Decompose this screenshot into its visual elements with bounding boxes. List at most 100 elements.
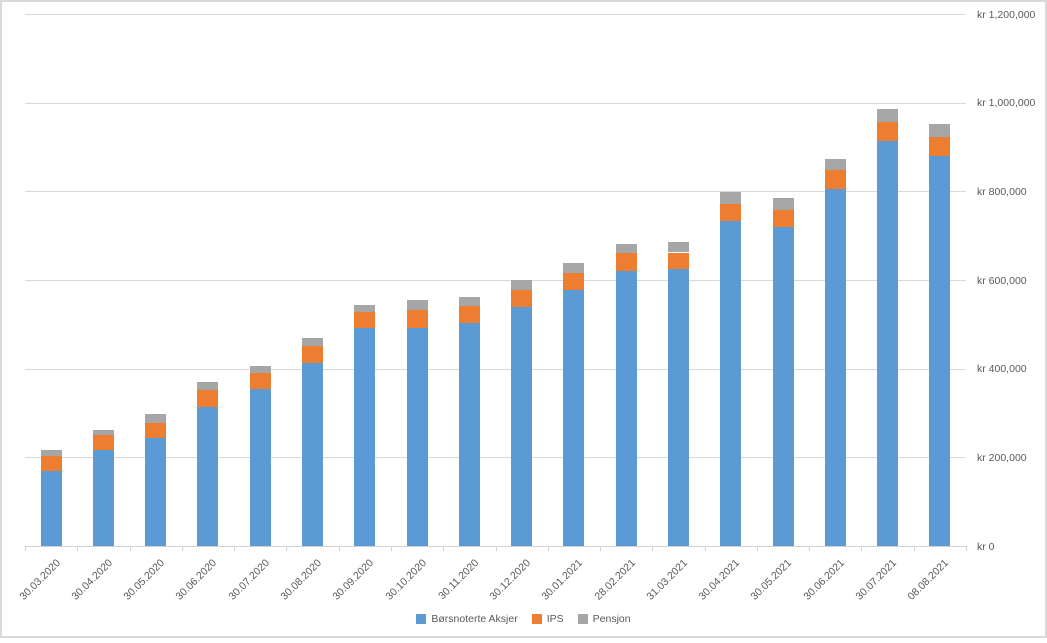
bar-segment-ips[interactable] [615,253,637,272]
bar-segment-pensjon[interactable] [354,304,376,313]
x-axis-label: 30.04.2020 [69,557,115,603]
bar-segment-pensjon[interactable] [824,158,846,171]
legend-label: Pensjon [592,613,631,625]
bar-segment-b-rsnoterte-aksjer[interactable] [563,290,585,546]
bar-segment-b-rsnoterte-aksjer[interactable] [877,140,899,546]
bar-segment-pensjon[interactable] [563,263,585,273]
x-axis-label: 30.05.2021 [748,557,795,603]
bar-segment-b-rsnoterte-aksjer[interactable] [197,406,219,546]
legend-swatch-icon [531,614,542,624]
bar-segment-pensjon[interactable] [720,192,742,204]
legend-label: IPS [546,613,564,625]
x-axis-label: 31.03.2021 [644,557,690,603]
x-axis-label: 30.12.2020 [487,557,534,603]
x-axis-tick [443,546,445,551]
y-gridline [25,102,966,104]
x-axis-tick [704,546,706,551]
bar-segment-ips[interactable] [458,306,480,324]
bar-segment-pensjon[interactable] [772,198,794,210]
bar-segment-b-rsnoterte-aksjer[interactable] [145,438,167,546]
bar-segment-pensjon[interactable] [92,430,114,436]
bar-segment-ips[interactable] [249,372,271,390]
x-axis-tick [129,546,131,551]
bar-segment-b-rsnoterte-aksjer[interactable] [354,327,376,546]
bar-segment-pensjon[interactable] [458,296,480,307]
bar-segment-ips[interactable] [354,312,376,328]
y-axis-tick-label: kr 200,000 [977,451,1027,464]
bar-segment-pensjon[interactable] [877,109,899,123]
bar-segment-pensjon[interactable] [249,366,271,373]
x-axis-label: 30.06.2020 [173,557,220,603]
x-axis-label: 30.04.2021 [696,557,743,603]
bar-segment-pensjon[interactable] [511,280,533,291]
bar-segment-b-rsnoterte-aksjer[interactable] [929,155,951,546]
bar-segment-ips[interactable] [40,456,62,471]
bar-segment-b-rsnoterte-aksjer[interactable] [302,362,324,546]
bar-segment-pensjon[interactable] [929,123,951,137]
y-axis-tick-label: kr 0 [977,540,995,553]
x-axis-tick [495,546,497,551]
bar-segment-ips[interactable] [824,170,846,189]
bar-segment-b-rsnoterte-aksjer[interactable] [92,450,114,546]
bar-segment-ips[interactable] [197,389,219,407]
bar-segment-b-rsnoterte-aksjer[interactable] [615,271,637,546]
bar-segment-b-rsnoterte-aksjer[interactable] [406,327,428,546]
x-axis-label: 30.10.2020 [382,557,429,603]
x-axis-tick [286,546,288,551]
y-axis-tick-label: kr 800,000 [977,185,1027,198]
legend-item-b-rsnoterte-aksjer[interactable]: Børsnoterte Aksjer [416,613,518,625]
bar-segment-ips[interactable] [145,422,167,439]
legend-swatch-icon [577,614,588,624]
y-axis-tick-label: kr 600,000 [977,274,1027,287]
bar-segment-ips[interactable] [772,209,794,227]
bar-segment-pensjon[interactable] [40,449,62,457]
bar-segment-ips[interactable] [302,346,324,363]
bar-segment-ips[interactable] [406,309,428,328]
bar-segment-ips[interactable] [563,272,585,291]
bar-segment-b-rsnoterte-aksjer[interactable] [720,221,742,546]
bar-segment-ips[interactable] [92,435,114,451]
bar-segment-b-rsnoterte-aksjer[interactable] [249,389,271,546]
bar-segment-b-rsnoterte-aksjer[interactable] [772,226,794,546]
bar-segment-pensjon[interactable] [667,241,689,253]
bar-segment-b-rsnoterte-aksjer[interactable] [824,188,846,546]
x-axis-label: 30.08.2020 [278,557,325,603]
bar-segment-pensjon[interactable] [145,413,167,423]
x-axis-tick [234,546,236,551]
y-gridline [25,280,966,281]
bar-segment-ips[interactable] [511,290,533,308]
x-axis-label: 30.05.2020 [121,557,168,603]
x-axis-label: 30.03.2020 [16,557,63,603]
bar-segment-b-rsnoterte-aksjer[interactable] [40,470,62,546]
legend-item-ips[interactable]: IPS [531,613,564,625]
x-axis-label: 30.01.2021 [539,557,586,603]
legend: Børsnoterte Aksjer IPS Pensjon [0,613,1047,625]
bar-segment-pensjon[interactable] [615,244,637,254]
bar-segment-b-rsnoterte-aksjer[interactable] [458,323,480,546]
bar-segment-ips[interactable] [877,122,899,141]
x-axis-label: 28.02.2021 [592,557,638,603]
x-axis-tick [77,546,79,551]
x-axis-label: 30.09.2020 [330,557,377,603]
bar-segment-ips[interactable] [720,203,742,222]
x-axis-tick [652,546,654,551]
bar-segment-pensjon[interactable] [302,338,324,347]
bar-segment-ips[interactable] [929,136,951,156]
legend-item-pensjon[interactable]: Pensjon [577,613,631,625]
x-axis-tick [913,546,915,551]
bar-segment-ips[interactable] [667,252,689,270]
x-axis-tick [181,546,183,551]
y-gridline [25,457,966,459]
x-axis-label: 30.11.2020 [435,557,481,603]
x-axis-label: 30.07.2021 [853,557,900,603]
bar-segment-pensjon[interactable] [406,299,428,310]
bar-segment-pensjon[interactable] [197,381,219,390]
x-axis-tick [338,546,340,551]
y-gridline [25,191,966,193]
x-axis-tick [390,546,392,551]
bar-segment-b-rsnoterte-aksjer[interactable] [667,269,689,546]
legend-label: Børsnoterte Aksjer [431,613,518,625]
bar-segment-b-rsnoterte-aksjer[interactable] [511,307,533,546]
y-gridline [25,368,966,370]
